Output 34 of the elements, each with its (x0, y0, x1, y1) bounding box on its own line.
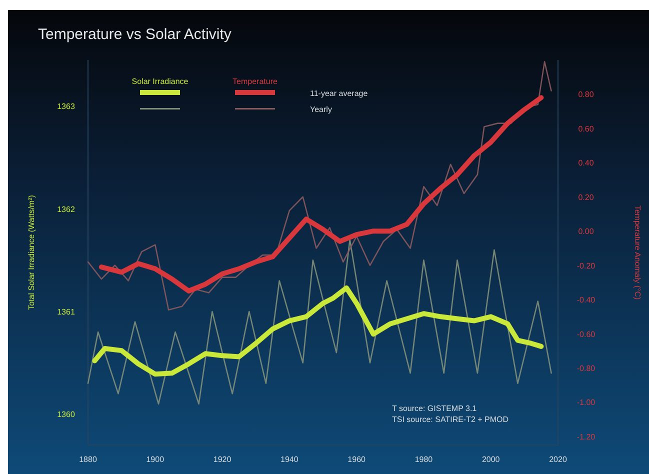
y2-tick-label: -0.60 (576, 330, 596, 339)
y2-tick-label: -1.20 (576, 432, 596, 442)
y2-tick-label: 0.40 (578, 158, 594, 168)
annotation: TSI source: SATIRE-T2 + PMOD (392, 415, 509, 424)
y2-tick-label: 0.00 (578, 227, 594, 236)
y2-tick-label: 0.60 (578, 124, 594, 134)
chart-title: Temperature vs Solar Activity (38, 26, 232, 43)
line-series (87, 239, 552, 405)
annotation: Yearly (310, 105, 332, 114)
y-tick-label: 1361 (57, 308, 76, 317)
x-tick-label: 2000 (482, 455, 500, 464)
y-tick-label: 1362 (57, 204, 76, 214)
line-series (87, 61, 552, 310)
y-tick-label: 1363 (57, 102, 76, 112)
annotation: T source: GISTEMP 3.1 (392, 404, 478, 413)
annotation: 11-year average (310, 89, 368, 98)
x-tick-label: 1940 (280, 455, 299, 464)
x-tick-label: 1920 (213, 455, 232, 464)
y2-axis-title: Temperature Anomaly (°C) (633, 205, 642, 300)
x-tick-label: 1900 (146, 455, 165, 464)
text: Solar Irradiance (132, 77, 189, 86)
y2-tick-label: 0.20 (578, 192, 594, 202)
y2-tick-label: 0.80 (578, 90, 594, 100)
y2-tick-label: -1.00 (576, 398, 596, 408)
x-tick-label: 1880 (79, 455, 98, 464)
x-tick-label: 1980 (414, 455, 434, 464)
y2-tick-label: -0.20 (576, 261, 596, 270)
y2-tick-label: -0.80 (576, 364, 596, 373)
y2-tick-label: -0.40 (576, 296, 596, 305)
x-tick-label: 1960 (348, 455, 366, 464)
x-tick-label: 2020 (549, 455, 568, 464)
text: Temperature (232, 77, 278, 86)
y-axis-title: Total Solar Irradiance (Watts/m²) (27, 194, 36, 310)
y-tick-label: 1360 (57, 410, 76, 420)
